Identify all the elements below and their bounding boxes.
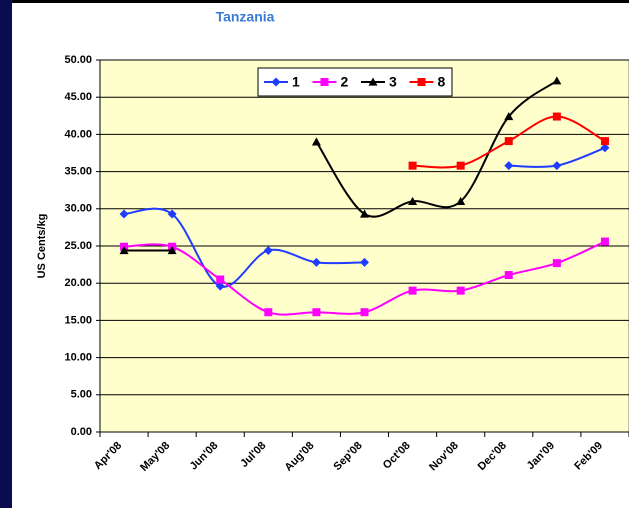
y-axis-title: US Cents/kg (36, 214, 48, 279)
marker (552, 161, 562, 171)
legend-label: 8 (438, 74, 446, 90)
marker (504, 112, 514, 121)
marker (271, 77, 281, 87)
marker (360, 209, 369, 218)
marker (552, 112, 561, 121)
marker (408, 161, 417, 170)
y-tick-label: 15.00 (64, 314, 92, 326)
marker (263, 245, 273, 255)
legend-label: 2 (341, 74, 349, 90)
marker (312, 308, 321, 317)
marker (552, 76, 562, 85)
marker (216, 275, 225, 284)
y-tick-label: 35.00 (64, 166, 92, 178)
marker (311, 257, 321, 267)
y-tick-label: 25.00 (64, 240, 92, 252)
marker (504, 137, 513, 146)
marker (456, 161, 465, 170)
marker (600, 237, 609, 246)
legend-label: 3 (389, 74, 397, 90)
marker (368, 77, 378, 86)
marker (456, 196, 466, 205)
marker (456, 286, 465, 295)
marker (504, 271, 513, 280)
y-tick-label: 50.00 (64, 54, 92, 66)
y-tick-label: 30.00 (64, 203, 92, 215)
legend-label: 1 (292, 74, 300, 90)
y-tick-label: 0.00 (71, 426, 92, 438)
marker (311, 137, 321, 146)
marker (119, 209, 129, 219)
marker (417, 78, 426, 86)
marker (360, 308, 369, 317)
marker (167, 209, 177, 219)
y-tick-label: 5.00 (71, 389, 92, 401)
marker (408, 286, 417, 295)
marker (264, 308, 273, 317)
marker (504, 161, 514, 171)
marker (320, 78, 329, 86)
marker (119, 245, 129, 255)
y-tick-label: 10.00 (64, 352, 92, 364)
y-tick-label: 40.00 (64, 128, 92, 140)
marker (552, 259, 561, 268)
marker (215, 281, 225, 291)
left-border (0, 0, 12, 508)
marker (600, 137, 609, 146)
marker (360, 257, 369, 267)
marker (600, 143, 610, 153)
y-tick-label: 45.00 (64, 91, 92, 103)
top-border (0, 0, 629, 3)
marker (167, 245, 177, 255)
y-tick-label: 20.00 (64, 277, 92, 289)
chart-title: Tanzania (216, 9, 275, 25)
marker (408, 196, 418, 205)
